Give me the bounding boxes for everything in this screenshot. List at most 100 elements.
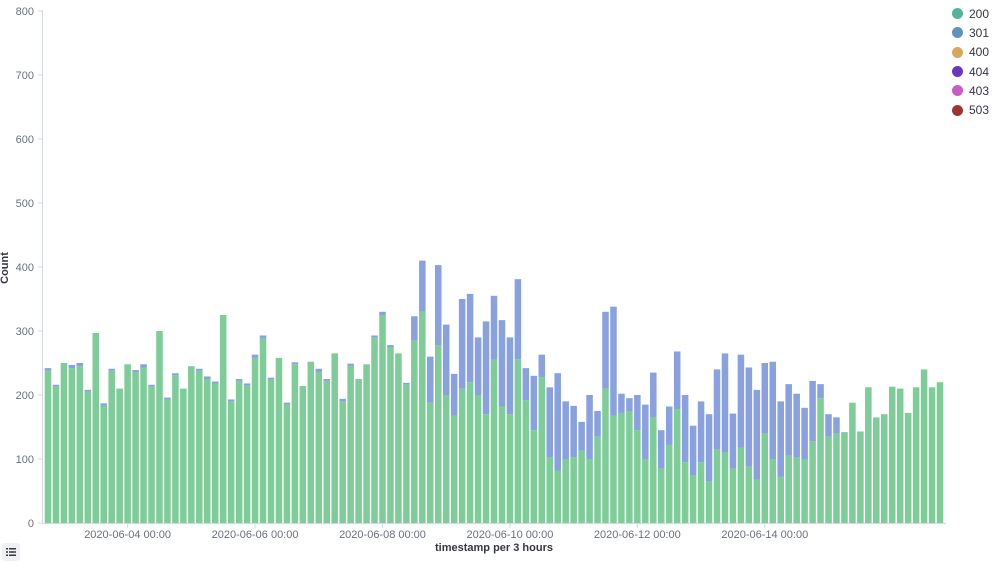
bar-segment-301[interactable] xyxy=(259,335,267,339)
bar-segment-301[interactable] xyxy=(315,368,323,372)
bar-segment-301[interactable] xyxy=(267,377,275,380)
bar-segment-301[interactable] xyxy=(673,351,681,410)
bar-segment-301[interactable] xyxy=(809,380,816,442)
bar-segment-301[interactable] xyxy=(132,370,139,373)
bar-segment-200[interactable] xyxy=(116,388,123,523)
bar-segment-301[interactable] xyxy=(68,364,76,369)
bar-segment-200[interactable] xyxy=(594,436,601,523)
bar-segment-200[interactable] xyxy=(466,382,474,523)
bar-segment-200[interactable] xyxy=(705,481,713,523)
bar-segment-200[interactable] xyxy=(642,459,649,523)
bar-segment-301[interactable] xyxy=(403,382,410,385)
bar-segment-301[interactable] xyxy=(235,379,243,381)
bar-segment-200[interactable] xyxy=(68,368,76,523)
bar-segment-200[interactable] xyxy=(450,415,458,523)
bar-segment-301[interactable] xyxy=(148,384,155,387)
bar-segment-200[interactable] xyxy=(865,387,872,523)
bar-segment-200[interactable] xyxy=(60,363,68,523)
bar-segment-200[interactable] xyxy=(713,449,721,523)
bar-segment-200[interactable] xyxy=(681,462,689,523)
bar-segment-301[interactable] xyxy=(172,373,179,376)
bar-segment-200[interactable] xyxy=(657,468,665,523)
bar-segment-301[interactable] xyxy=(530,375,538,431)
bar-segment-200[interactable] xyxy=(204,379,211,523)
bar-segment-301[interactable] xyxy=(578,421,585,451)
bar-segment-200[interactable] xyxy=(888,386,896,523)
bar-segment-200[interactable] xyxy=(841,432,848,523)
bar-segment-200[interactable] xyxy=(434,345,442,523)
bar-segment-200[interactable] xyxy=(132,372,139,523)
bar-segment-301[interactable] xyxy=(44,368,52,371)
bar-segment-301[interactable] xyxy=(753,389,761,480)
bar-segment-200[interactable] xyxy=(403,384,410,523)
bar-segment-301[interactable] xyxy=(283,402,291,405)
bar-segment-301[interactable] xyxy=(825,414,832,437)
bar-segment-301[interactable] xyxy=(769,361,777,459)
bar-segment-301[interactable] xyxy=(339,398,346,402)
bar-segment-301[interactable] xyxy=(140,364,147,368)
bar-segment-301[interactable] xyxy=(498,320,506,407)
bar-segment-301[interactable] xyxy=(371,335,378,338)
bar-segment-301[interactable] xyxy=(522,368,530,401)
bar-segment-200[interactable] xyxy=(578,450,585,523)
bar-segment-301[interactable] xyxy=(442,324,450,395)
bar-segment-301[interactable] xyxy=(379,311,386,315)
bar-segment-200[interactable] xyxy=(307,361,315,523)
bar-segment-200[interactable] xyxy=(92,332,100,523)
bar-segment-200[interactable] xyxy=(610,415,617,523)
bar-segment-200[interactable] xyxy=(896,388,904,523)
bar-segment-200[interactable] xyxy=(299,386,307,523)
bar-segment-200[interactable] xyxy=(936,382,944,523)
bar-segment-301[interactable] xyxy=(618,393,625,413)
bar-segment-301[interactable] xyxy=(450,373,458,416)
bar-segment-301[interactable] xyxy=(243,383,251,386)
bar-segment-200[interactable] xyxy=(522,400,530,523)
bar-segment-200[interactable] xyxy=(801,459,808,523)
bar-segment-200[interactable] xyxy=(769,459,777,523)
bar-segment-200[interactable] xyxy=(530,430,538,523)
bar-segment-200[interactable] xyxy=(243,385,251,523)
bar-segment-200[interactable] xyxy=(490,359,498,523)
bar-segment-200[interactable] xyxy=(912,387,920,523)
bar-segment-200[interactable] xyxy=(721,452,729,523)
bar-segment-301[interactable] xyxy=(737,354,745,448)
bar-segment-200[interactable] xyxy=(673,409,681,523)
bar-segment-200[interactable] xyxy=(554,470,561,523)
bar-segment-200[interactable] xyxy=(498,406,506,523)
bar-segment-200[interactable] xyxy=(785,455,792,523)
bar-segment-200[interactable] xyxy=(506,414,514,523)
bar-segment-301[interactable] xyxy=(76,363,84,367)
bar-segment-200[interactable] xyxy=(514,359,522,523)
bar-segment-301[interactable] xyxy=(657,430,665,469)
bar-segment-301[interactable] xyxy=(196,368,203,371)
bar-segment-301[interactable] xyxy=(164,397,171,400)
bar-segment-200[interactable] xyxy=(100,405,107,523)
bar-segment-200[interactable] xyxy=(355,379,362,523)
bar-segment-301[interactable] xyxy=(251,354,259,358)
bar-segment-301[interactable] xyxy=(642,404,649,459)
bar-segment-301[interactable] xyxy=(705,414,713,482)
bar-segment-301[interactable] xyxy=(785,384,792,456)
bar-segment-301[interactable] xyxy=(482,321,490,415)
bar-segment-301[interactable] xyxy=(817,384,824,399)
legend-item-404[interactable]: 404 xyxy=(952,62,996,81)
bar-segment-200[interactable] xyxy=(76,366,84,523)
bar-segment-301[interactable] xyxy=(458,299,466,389)
bar-segment-301[interactable] xyxy=(721,353,729,453)
bar-segment-200[interactable] xyxy=(235,380,243,523)
bar-segment-200[interactable] xyxy=(395,353,402,523)
bar-segment-200[interactable] xyxy=(387,347,394,523)
bar-segment-301[interactable] xyxy=(729,413,737,469)
legend-item-200[interactable]: 200 xyxy=(952,4,996,23)
bar-segment-301[interactable] xyxy=(474,337,482,395)
bar-segment-301[interactable] xyxy=(84,389,92,392)
bar-segment-301[interactable] xyxy=(427,356,434,403)
bar-segment-301[interactable] xyxy=(777,401,784,477)
bar-segment-200[interactable] xyxy=(363,364,370,523)
bar-segment-200[interactable] xyxy=(108,370,115,523)
bar-segment-200[interactable] xyxy=(251,357,259,523)
bar-segment-200[interactable] xyxy=(315,371,323,523)
bar-segment-200[interactable] xyxy=(419,311,426,523)
bar-segment-200[interactable] xyxy=(697,462,705,523)
bar-segment-301[interactable] xyxy=(801,407,808,459)
